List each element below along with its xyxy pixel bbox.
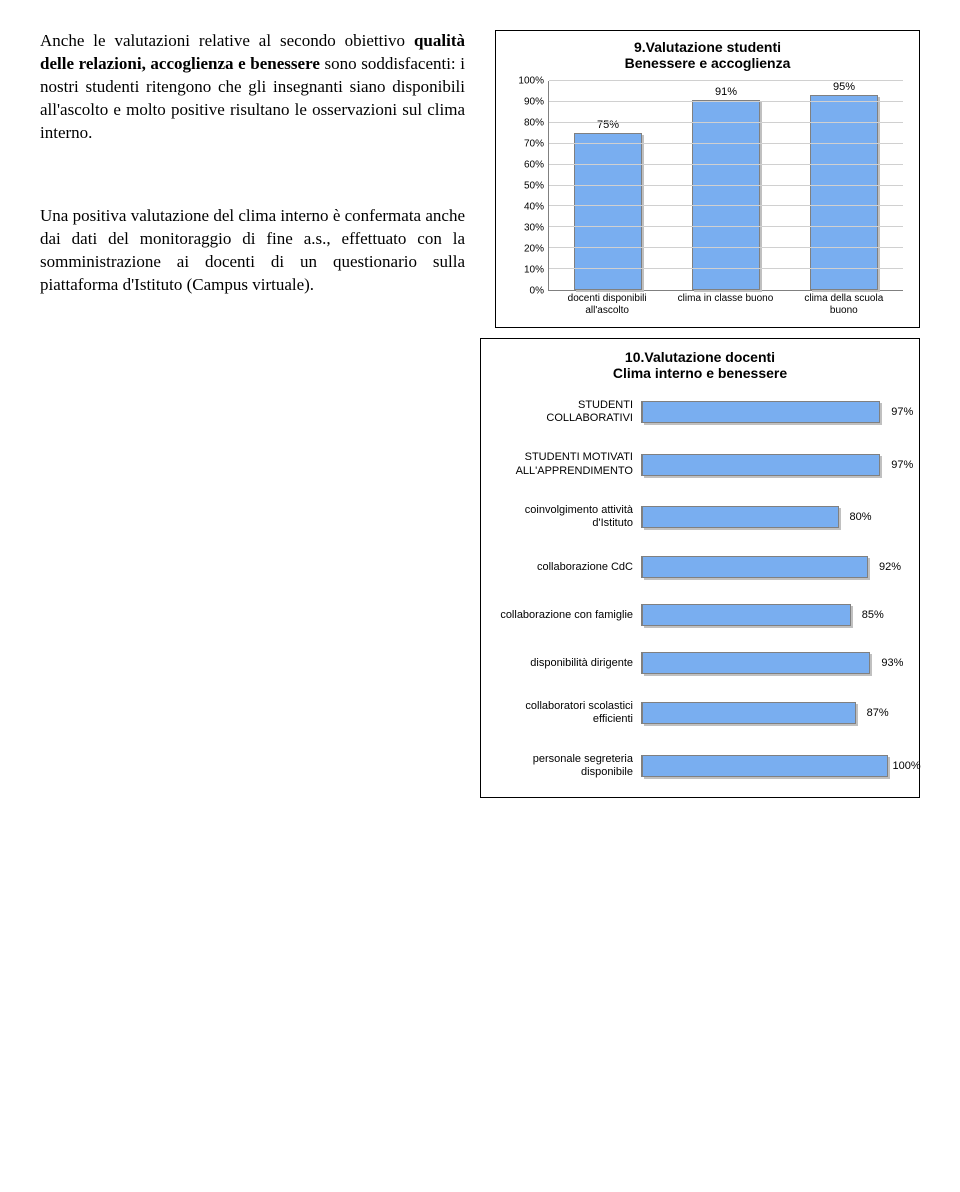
chart-9-xlabel: docenti disponibili all'ascolto <box>554 293 661 321</box>
paragraph-2: Una positiva valutazione del clima inter… <box>40 205 465 297</box>
chart-10-bar-value: 92% <box>879 561 901 573</box>
chart-10-bar-value: 97% <box>891 459 913 471</box>
chart-10-row-label: coinvolgimento attività d'Istituto <box>491 504 641 530</box>
chart-9-ytick: 0% <box>508 286 544 297</box>
chart-9-bar: 91% <box>680 81 772 290</box>
chart-10-bar: 87% <box>642 702 856 724</box>
chart-9-plot: 0%10%20%30%40%50%60%70%80%90%100% 75%91%… <box>508 81 907 321</box>
chart-10-bar: 93% <box>642 652 870 674</box>
chart-9-ytick: 90% <box>508 97 544 108</box>
chart-10-bar-value: 87% <box>867 707 889 719</box>
chart-10-bar: 97% <box>642 454 880 476</box>
chart-10-row: disponibilità dirigente93% <box>491 652 909 674</box>
chart-10-row: collaborazione con famiglie85% <box>491 604 909 626</box>
chart-9-benessere: 9.Valutazione studentiBenessere e accogl… <box>495 30 920 328</box>
text-column: Anche le valutazioni relative al secondo… <box>40 30 465 328</box>
chart-10-bar: 100% <box>642 755 888 777</box>
p1-part-a: Anche le valutazioni relative al secondo… <box>40 31 414 50</box>
chart-9-ytick: 50% <box>508 181 544 192</box>
chart-10-row-label: STUDENTI MOTIVATI ALL'APPRENDIMENTO <box>491 451 641 477</box>
chart-9-bar-value: 95% <box>833 81 855 93</box>
chart-10-row-label: collaborazione CdC <box>491 561 641 574</box>
chart-10-bar-value: 100% <box>892 760 920 772</box>
chart-10-bar: 85% <box>642 604 851 626</box>
chart-10-row-label: collaborazione con famiglie <box>491 609 641 622</box>
chart-9-ytick: 30% <box>508 223 544 234</box>
chart-10-row: personale segreteria disponibile100% <box>491 753 909 779</box>
chart-9-bar: 95% <box>798 81 890 290</box>
chart-10-bar: 80% <box>642 506 839 528</box>
chart-10-row: collaboratori scolastici efficienti87% <box>491 700 909 726</box>
chart-10-bar: 92% <box>642 556 868 578</box>
chart-10-title: 10.Valutazione docentiClima interno e be… <box>491 349 909 381</box>
chart-9-ytick: 80% <box>508 118 544 129</box>
chart-10-bar-value: 80% <box>849 511 871 523</box>
charts-column: 9.Valutazione studentiBenessere e accogl… <box>495 30 920 328</box>
chart-9-ytick: 60% <box>508 160 544 171</box>
chart-10-row-label: collaboratori scolastici efficienti <box>491 700 641 726</box>
chart-9-ytick: 40% <box>508 202 544 213</box>
chart-10-row-label: disponibilità dirigente <box>491 657 641 670</box>
paragraph-1: Anche le valutazioni relative al secondo… <box>40 30 465 145</box>
chart-9-title: 9.Valutazione studentiBenessere e accogl… <box>502 39 913 71</box>
chart-9-ytick: 100% <box>508 76 544 87</box>
chart-10-clima-interno: 10.Valutazione docentiClima interno e be… <box>480 338 920 798</box>
chart-9-ytick: 20% <box>508 244 544 255</box>
chart-10-bar: 97% <box>642 401 880 423</box>
chart-9-ytick: 10% <box>508 265 544 276</box>
chart-10-bar-value: 97% <box>891 406 913 418</box>
chart-10-row: collaborazione CdC92% <box>491 556 909 578</box>
chart-10-bar-value: 85% <box>862 609 884 621</box>
chart-9-ytick: 70% <box>508 139 544 150</box>
chart-10-bar-value: 93% <box>881 657 903 669</box>
chart-10-row-label: STUDENTI COLLABORATIVI <box>491 399 641 425</box>
top-row: Anche le valutazioni relative al secondo… <box>40 30 920 328</box>
chart-10-row: coinvolgimento attività d'Istituto80% <box>491 504 909 530</box>
chart-10-row: STUDENTI COLLABORATIVI97% <box>491 399 909 425</box>
chart-9-xlabel: clima della scuola buono <box>791 293 898 321</box>
chart-9-bar-value: 91% <box>715 86 737 98</box>
chart-9-xlabel: clima in classe buono <box>672 293 779 321</box>
chart-9-bar: 75% <box>562 81 654 290</box>
chart-10-row: STUDENTI MOTIVATI ALL'APPRENDIMENTO97% <box>491 451 909 477</box>
chart-10-row-label: personale segreteria disponibile <box>491 753 641 779</box>
